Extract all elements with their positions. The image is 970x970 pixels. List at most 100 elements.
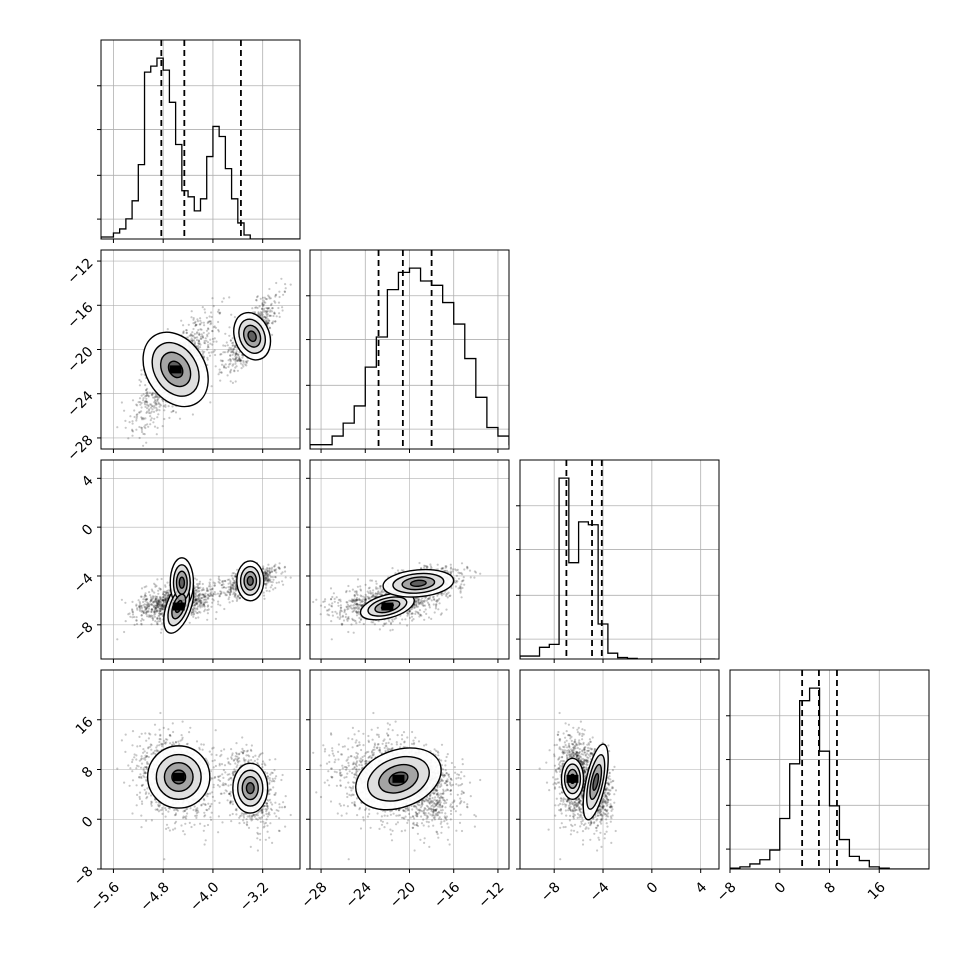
scatter-point: [157, 592, 160, 595]
scatter-point: [322, 600, 325, 604]
scatter-point: [239, 359, 242, 362]
scatter-point: [154, 583, 157, 586]
scatter-point: [272, 314, 275, 318]
scatter-point: [147, 409, 150, 412]
scatter-point: [377, 591, 380, 594]
scatter-point: [355, 602, 359, 605]
scatter-point: [264, 576, 267, 579]
scatter-point: [145, 394, 148, 397]
scatter-point: [156, 605, 159, 608]
scatter-point: [138, 608, 142, 611]
scatter-point: [425, 599, 428, 602]
scatter-point: [137, 401, 140, 404]
scatter-point: [199, 343, 202, 346]
scatter-point: [356, 605, 359, 609]
scatter-point: [262, 594, 266, 597]
scatter-point: [258, 305, 261, 308]
scatter-point: [207, 332, 210, 335]
scatter-point: [273, 565, 276, 568]
scatter-point: [148, 408, 151, 411]
scatter-point: [229, 354, 232, 357]
scatter-point: [355, 599, 358, 602]
scatter-point: [198, 340, 201, 343]
scatter-point: [362, 595, 365, 598]
scatter-point: [346, 619, 349, 622]
scatter-point: [154, 599, 157, 602]
scatter-point: [148, 411, 151, 414]
scatter-point: [136, 607, 139, 610]
scatter-point: [133, 623, 136, 627]
scatter-point: [266, 307, 269, 310]
scatter-point: [232, 363, 235, 366]
scatter-point: [353, 606, 356, 609]
scatter-point: [270, 584, 273, 587]
scatter-point: [131, 610, 134, 613]
scatter-point: [262, 567, 265, 570]
scatter-point: [198, 346, 202, 349]
scatter-point: [158, 604, 161, 607]
scatter-point: [229, 339, 232, 342]
scatter-point: [123, 630, 126, 634]
scatter-point: [229, 360, 232, 363]
scatter-point: [167, 593, 170, 596]
scatter-point: [409, 610, 412, 613]
scatter-point: [140, 394, 143, 397]
scatter-point: [270, 568, 273, 571]
scatter-point: [270, 302, 273, 305]
scatter-point: [145, 400, 148, 403]
scatter-point: [265, 576, 268, 580]
scatter-point: [195, 602, 198, 605]
scatter-point: [185, 331, 188, 335]
scatter-point: [161, 608, 165, 611]
scatter-point: [195, 598, 198, 602]
scatter-point: [265, 310, 268, 313]
scatter-point: [158, 587, 161, 590]
scatter-point: [144, 598, 147, 601]
scatter-point: [156, 602, 159, 605]
scatter-point: [404, 618, 407, 621]
scatter-point: [442, 592, 445, 595]
scatter-point: [191, 413, 194, 416]
scatter-point: [208, 320, 211, 323]
scatter-point: [161, 603, 164, 606]
scatter-point: [195, 598, 198, 602]
scatter-point: [196, 608, 199, 611]
scatter-point: [142, 393, 145, 396]
scatter-point: [234, 358, 237, 362]
scatter-point: [164, 599, 167, 602]
scatter-point: [162, 604, 165, 607]
scatter-point: [224, 363, 227, 366]
scatter-point: [236, 359, 239, 363]
scatter-point: [196, 607, 199, 610]
scatter-point: [155, 610, 158, 613]
scatter-point: [264, 571, 267, 574]
scatter-point: [157, 602, 160, 605]
scatter-point: [229, 593, 232, 596]
scatter-point: [235, 596, 238, 599]
scatter-point: [197, 344, 200, 348]
scatter-point: [268, 326, 271, 329]
scatter-point: [233, 316, 236, 319]
scatter-point: [127, 437, 130, 440]
scatter-point: [229, 591, 232, 594]
scatter-point: [196, 601, 199, 604]
scatter-point: [260, 314, 263, 317]
scatter-point: [164, 405, 167, 408]
scatter-point: [156, 602, 159, 605]
scatter-point: [136, 413, 139, 416]
scatter-point: [265, 316, 268, 319]
scatter-point: [150, 394, 153, 397]
scatter-point: [265, 313, 268, 316]
scatter-point: [212, 593, 215, 596]
scatter-point: [359, 601, 362, 604]
scatter-point: [159, 618, 162, 621]
scatter-point: [233, 581, 236, 584]
scatter-point: [422, 599, 425, 603]
scatter-point: [214, 593, 217, 596]
scatter-point: [394, 572, 397, 575]
scatter-point: [424, 596, 427, 599]
scatter-point: [229, 370, 232, 373]
scatter-point: [151, 408, 154, 411]
scatter-point: [144, 417, 147, 420]
scatter-point: [449, 572, 453, 575]
